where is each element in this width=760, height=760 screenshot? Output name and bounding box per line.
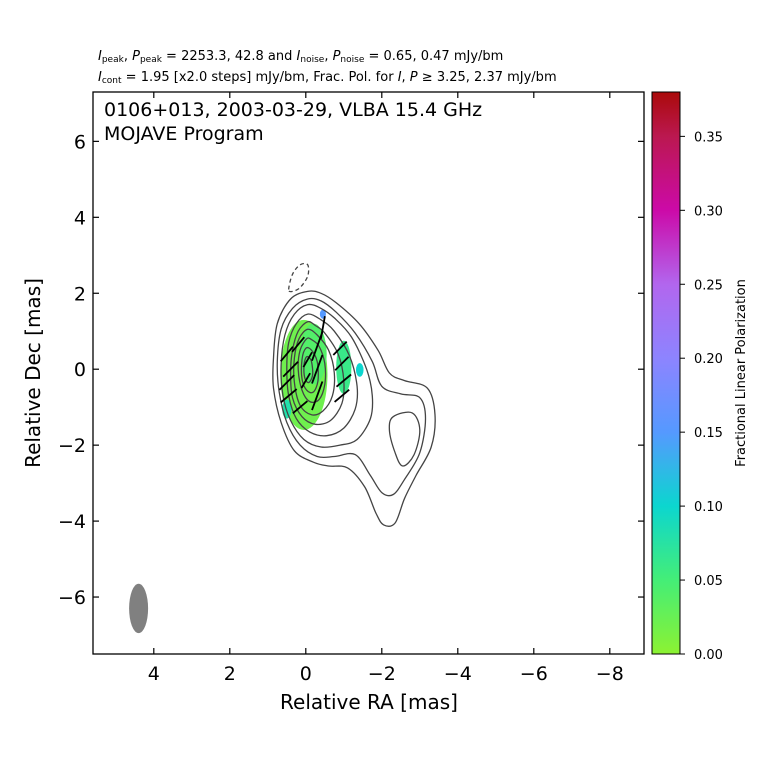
x-tick-label: 2 — [224, 663, 236, 685]
colorbar-tick-label: 0.30 — [694, 204, 723, 219]
beam-layer — [129, 583, 149, 634]
colorbar-frame — [651, 91, 681, 655]
colorbar-tick-label: 0.00 — [694, 648, 723, 663]
y-tick-label: −6 — [58, 587, 86, 609]
negative-contour — [288, 262, 310, 293]
x-tick-label: 4 — [148, 663, 160, 685]
evpa-tick-11 — [332, 340, 348, 356]
evpa-tick-9 — [300, 372, 311, 389]
plot-frame — [92, 91, 645, 655]
ppeak-symbol: P — [132, 49, 140, 64]
x-tick-label: −8 — [596, 663, 624, 685]
plot-area: 4 2 0 −2 −4 −6 −8 6 4 2 0 −2 −4 −6 — [58, 91, 645, 685]
frac-i-symbol: I — [397, 70, 402, 85]
y-tick-label: −2 — [58, 435, 86, 457]
plot-title-line-2: MOJAVE Program — [104, 123, 264, 145]
colorbar-ticks: 0.00 0.05 0.10 0.15 0.20 0.25 0.30 0.35 — [680, 130, 723, 663]
evpa-tick-10 — [302, 351, 313, 368]
evpa-tick-5 — [292, 400, 308, 414]
evpa-layer — [278, 316, 352, 414]
axis-tick-labels: 4 2 0 −2 −4 −6 −8 6 4 2 0 −2 −4 −6 — [58, 131, 624, 685]
icont-subscript: cont — [101, 76, 122, 86]
noise-unit: mJy/bm — [453, 49, 504, 64]
colorbar-tick-label: 0.20 — [694, 352, 723, 367]
contour-level-7 — [293, 328, 336, 416]
x-tick-label: −2 — [368, 663, 396, 685]
plot-title-line-1: 0106+013, 2003-03-29, VLBA 15.4 GHz — [104, 99, 483, 121]
pnoise-symbol: P — [332, 49, 341, 64]
evpa-tick-3 — [280, 346, 294, 362]
x-tick-label: −4 — [444, 663, 472, 685]
evpa-tick-14 — [334, 389, 350, 403]
evpa-tick-12 — [334, 356, 350, 371]
y-tick-label: −4 — [58, 511, 86, 533]
contour-level-6 — [289, 320, 345, 426]
x-tick-label: 0 — [300, 663, 312, 685]
header-line-1: Ipeak, Ppeak = 2253.3, 42.8 and Inoise, … — [98, 49, 504, 65]
contour-level-4 — [388, 411, 421, 467]
pol-patch-3 — [355, 363, 364, 377]
frac-pol-text: Frac. Pol. for — [313, 70, 394, 85]
frac-thresholds: 3.25, 2.37 mJy/bm — [436, 70, 557, 85]
colorbar-tick-label: 0.25 — [694, 278, 723, 293]
contour-level-5 — [286, 313, 359, 437]
ipeak-subscript: peak — [101, 55, 124, 65]
evpa-tick-13 — [335, 373, 352, 388]
evpa-tick-15 — [320, 316, 326, 339]
y-axis-title: Relative Dec [mas] — [21, 278, 45, 468]
pnoise-subscript: noise — [340, 55, 365, 65]
beam-ellipse — [129, 583, 149, 634]
frac-p-symbol: P — [409, 70, 418, 85]
icont-symbol: I — [98, 70, 102, 85]
evpa-tick-8 — [311, 381, 324, 411]
evpa-tick-1 — [278, 374, 295, 391]
header-line-2: Icont = 1.95 [x2.0 steps] mJy/bm, Frac. … — [98, 70, 557, 86]
pol-patch-2 — [336, 340, 352, 394]
peak-values: 2253.3, 42.8 — [181, 49, 264, 64]
x-axis-title: Relative RA [mas] — [280, 690, 458, 714]
noise-values: 0.65, 0.47 — [383, 49, 450, 64]
y-tick-label: 6 — [74, 131, 86, 153]
colorbar-tick-label: 0.05 — [694, 574, 723, 589]
inoise-subscript: noise — [300, 55, 325, 65]
contour-level-9 — [300, 346, 319, 394]
evpa-tick-0 — [282, 361, 299, 378]
contour-level-8 — [297, 337, 327, 403]
evpa-tick-4 — [291, 336, 305, 353]
y-tick-label: 4 — [74, 207, 86, 229]
colorbar: 0.00 0.05 0.10 0.15 0.20 0.25 0.30 0.35 Fractio… — [651, 91, 749, 663]
axis-ticks — [93, 92, 644, 654]
contour-level-1 — [272, 290, 436, 527]
y-tick-label: 0 — [74, 359, 86, 381]
ppeak-subscript: peak — [139, 55, 162, 65]
colorbar-tick-label: 0.10 — [694, 500, 723, 515]
y-tick-label: 2 — [74, 283, 86, 305]
icont-value: 1.95 [x2.0 steps] mJy/bm — [140, 70, 305, 85]
colorbar-gradient — [652, 92, 680, 654]
ipeak-symbol: I — [98, 49, 102, 64]
geq-symbol: ≥ — [421, 70, 433, 85]
evpa-tick-7 — [311, 354, 324, 384]
colorbar-title: Fractional Linear Polarization — [734, 279, 749, 467]
contour-level-3 — [280, 303, 374, 448]
evpa-tick-2 — [280, 388, 298, 404]
colorbar-tick-label: 0.35 — [694, 130, 723, 145]
colorbar-tick-label: 0.15 — [694, 426, 723, 441]
x-tick-label: −6 — [520, 663, 548, 685]
inoise-symbol: I — [296, 49, 301, 64]
contour-level-2 — [276, 297, 427, 497]
